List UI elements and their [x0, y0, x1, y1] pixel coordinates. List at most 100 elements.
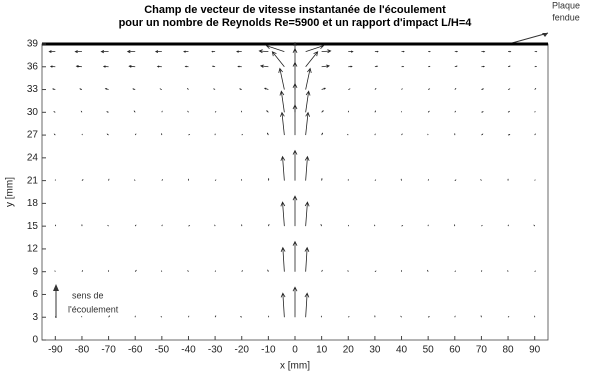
velocity-vector: [401, 133, 403, 136]
velocity-vector: [240, 316, 242, 318]
velocity-vector: [321, 269, 323, 272]
velocity-vector: [186, 88, 189, 90]
x-tick-label: 50: [423, 345, 435, 356]
velocity-vector: [305, 51, 319, 68]
velocity-vector: [508, 50, 512, 53]
velocity-vector: [507, 315, 510, 318]
y-tick-label: 36: [27, 61, 39, 72]
velocity-vector: [481, 111, 484, 113]
velocity-vector: [214, 111, 217, 113]
y-tick-label: 27: [27, 130, 39, 141]
y-tick-label: 39: [27, 39, 39, 50]
velocity-vector: [134, 224, 137, 227]
velocity-vector: [54, 315, 57, 318]
y-tick-label: 30: [27, 107, 39, 118]
velocity-vector: [75, 65, 82, 68]
velocity-vector: [241, 133, 243, 136]
velocity-vector: [374, 270, 377, 273]
velocity-vector: [427, 269, 429, 272]
velocity-vector: [211, 65, 216, 68]
velocity-vector: [280, 155, 286, 181]
velocity-vector: [427, 316, 430, 318]
velocity-vector: [401, 225, 404, 227]
velocity-vector: [374, 179, 377, 181]
velocity-vector: [267, 177, 270, 181]
velocity-vector: [348, 88, 351, 90]
velocity-vector: [53, 133, 56, 136]
velocity-vector: [321, 49, 332, 54]
y-tick-label: 9: [32, 266, 38, 277]
y-tick-label: 18: [27, 198, 39, 209]
velocity-vector: [304, 201, 310, 227]
velocity-vector: [259, 64, 269, 68]
velocity-vector: [534, 50, 538, 53]
velocity-vector: [400, 315, 402, 318]
velocity-vector: [401, 88, 403, 90]
velocity-vector: [454, 50, 459, 53]
velocity-vector: [305, 111, 310, 136]
velocity-vector: [293, 41, 297, 52]
plate-annotation: Plaque: [552, 0, 580, 10]
x-tick-label: 70: [476, 345, 488, 356]
velocity-vector: [188, 225, 191, 227]
velocity-vector: [347, 133, 349, 136]
velocity-vector: [374, 65, 379, 68]
velocity-vector: [348, 50, 354, 53]
velocity-vector: [321, 64, 331, 68]
velocity-vector: [454, 65, 458, 68]
velocity-vector: [292, 286, 298, 318]
velocity-vector: [263, 87, 269, 90]
velocity-vector: [401, 65, 405, 68]
velocity-vector: [347, 315, 350, 318]
y-axis-label: y [mm]: [5, 177, 16, 207]
y-tick-label: 21: [27, 175, 39, 186]
velocity-vector: [305, 67, 312, 90]
velocity-vector: [321, 132, 323, 136]
velocity-vector: [427, 110, 430, 113]
x-tick-label: -90: [48, 345, 63, 356]
x-tick-label: -40: [181, 345, 196, 356]
x-tick-label: 60: [449, 345, 461, 356]
y-tick-label: 6: [32, 289, 38, 300]
velocity-vector: [102, 65, 109, 68]
velocity-vector: [108, 315, 111, 318]
velocity-vector: [534, 65, 538, 68]
y-tick-label: 15: [27, 221, 39, 232]
velocity-vector: [481, 224, 483, 227]
velocity-vector: [280, 201, 286, 227]
velocity-vector: [184, 65, 189, 68]
velocity-vector: [507, 88, 511, 90]
velocity-vector: [507, 65, 511, 68]
velocity-vector: [427, 88, 431, 90]
velocity-vector: [107, 224, 109, 227]
velocity-vector: [267, 132, 269, 136]
velocity-vector: [134, 269, 137, 272]
x-tick-label: -20: [235, 345, 250, 356]
velocity-vector: [211, 50, 216, 53]
velocity-vector: [321, 177, 323, 181]
velocity-vector: [267, 223, 270, 227]
velocity-vector: [481, 88, 485, 90]
velocity-vector: [507, 110, 510, 113]
velocity-vector: [304, 292, 310, 318]
velocity-vector: [292, 149, 298, 181]
velocity-vector: [133, 110, 136, 113]
velocity-vector: [292, 240, 298, 272]
x-tick-label: -30: [208, 345, 223, 356]
x-tick-label: -50: [155, 345, 170, 356]
velocity-vector: [320, 223, 323, 227]
plate-pointer: [511, 32, 549, 44]
velocity-vector: [374, 110, 376, 113]
velocity-vector: [533, 224, 536, 227]
velocity-vector: [159, 88, 162, 90]
velocity-vector: [534, 88, 537, 90]
velocity-vector: [183, 50, 189, 53]
velocity-vector: [279, 90, 285, 113]
x-tick-label: -80: [75, 345, 90, 356]
velocity-vector: [132, 88, 136, 90]
velocity-vector: [239, 88, 242, 90]
x-tick-label: 30: [369, 345, 381, 356]
velocity-vector: [428, 50, 431, 53]
velocity-vector: [271, 51, 285, 68]
plate-annotation: fendue: [552, 12, 580, 22]
